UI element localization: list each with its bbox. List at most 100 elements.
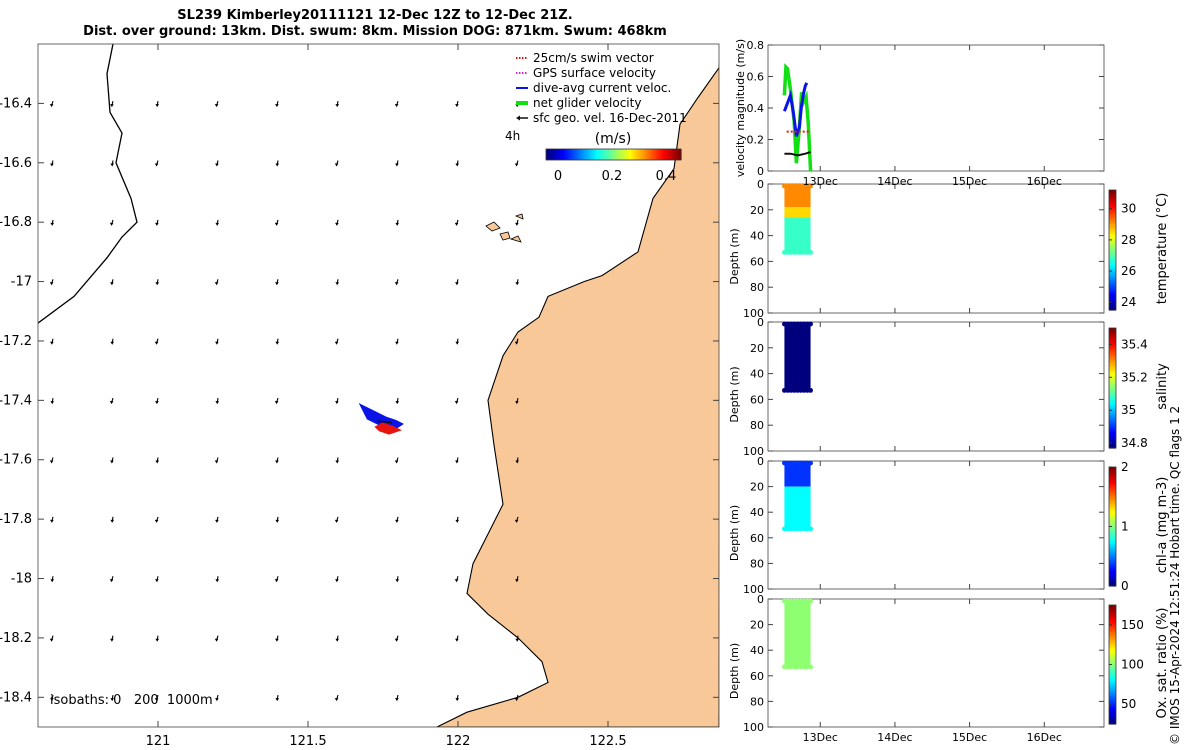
colorbar-cell	[1109, 254, 1116, 258]
current-arrow-head	[334, 519, 339, 523]
depth-y-tick-label: 80	[750, 281, 764, 294]
current-arrow-head	[335, 104, 339, 108]
colorbar-cell	[1109, 545, 1116, 549]
current-arrow-head	[455, 282, 459, 286]
colorbar-cell	[1109, 714, 1116, 718]
current-arrow-head	[110, 519, 114, 523]
map-colorbar-cell	[663, 149, 666, 160]
colorbar-cell	[1109, 373, 1116, 377]
velocity-y-tick-label: 0.2	[747, 134, 765, 147]
colorbar-label: temperature (°C)	[1155, 193, 1170, 305]
current-arrow-head	[515, 579, 519, 583]
current-arrow-head	[214, 638, 219, 642]
colorbar-cell	[1109, 638, 1116, 642]
map-colorbar-cell	[633, 149, 637, 160]
colorbar-cell	[1109, 366, 1116, 370]
colorbar-cell	[1109, 650, 1116, 654]
map-colorbar-cell	[647, 149, 651, 160]
map-colorbar-cell	[645, 149, 648, 160]
depth-y-tick-label: 20	[750, 481, 764, 494]
colorbar-cell	[1109, 259, 1116, 263]
colorbar-cell	[1109, 626, 1116, 630]
map-colorbar-cell	[559, 149, 563, 160]
colorbar-cell	[1109, 690, 1116, 694]
current-arrow-head	[154, 341, 159, 345]
map-x-tick-label: 121	[146, 734, 171, 749]
colorbar-cell	[1109, 678, 1116, 682]
profile-dot	[808, 460, 813, 466]
colorbar-tick-label: 1	[1121, 520, 1129, 534]
velocity-x-tick-label: 13Dec	[803, 175, 838, 188]
profile-dot	[808, 387, 813, 393]
colorbar-cell	[1109, 681, 1116, 685]
map-colorbar-cell	[548, 149, 552, 160]
colorbar-cell	[1109, 512, 1116, 516]
current-arrow-head	[335, 579, 339, 583]
current-arrow-head	[215, 401, 219, 405]
colorbar-cell	[1109, 721, 1116, 725]
map-y-tick-label: -17.4	[0, 393, 32, 408]
current-arrow-head	[155, 282, 159, 286]
colorbar-cell	[1109, 536, 1116, 539]
current-arrow-head	[335, 401, 339, 405]
map-colorbar-cell	[669, 149, 673, 160]
current-arrow-head	[394, 638, 399, 642]
map-colorbar-cell	[615, 149, 619, 160]
current-arrow-head	[110, 163, 114, 167]
colorbar-cell	[1109, 643, 1116, 647]
colorbar-cell	[1109, 669, 1116, 673]
map-x-tick-label: 121.5	[289, 734, 326, 749]
colorbar-cell	[1109, 483, 1116, 487]
colorbar-cell	[1109, 250, 1116, 253]
depth-y-tick-label: 60	[750, 532, 764, 545]
colorbar-cell	[1109, 204, 1116, 208]
colorbar-cell	[1109, 332, 1116, 336]
colorbar-cell	[1109, 614, 1116, 618]
depth-panel-frame	[767, 183, 1105, 314]
colorbar-label: Ox. sat. ratio (%)	[1155, 608, 1170, 719]
colorbar-cell	[1109, 488, 1116, 492]
current-arrow-head	[395, 341, 399, 345]
map-colorbar-cell	[593, 149, 597, 160]
colorbar-cell	[1109, 716, 1116, 720]
time-x-tick-label: 15Dec	[952, 731, 987, 744]
colorbar-cell	[1109, 211, 1116, 215]
colorbar-cell	[1109, 257, 1116, 261]
colorbar-cell	[1109, 416, 1116, 420]
figure-title: SL239 Kimberley20111121 12-Dec 12Z to 12…	[30, 8, 720, 40]
current-arrow-head	[335, 638, 339, 642]
profile-dot	[808, 249, 813, 255]
colorbar-cell	[1109, 202, 1116, 205]
velocity-y-tick-label: 0.4	[747, 102, 765, 115]
colorbar-cell	[1109, 383, 1116, 387]
colorbar-cell	[1109, 218, 1116, 222]
colorbar-cell	[1109, 474, 1116, 478]
colorbar-cell	[1109, 693, 1116, 697]
map-colorbar-cell	[550, 149, 554, 160]
current-arrow-head	[455, 460, 459, 464]
velocity-y-tick-label: 0.8	[747, 39, 765, 52]
current-arrow-head	[514, 341, 519, 345]
colorbar-cell	[1109, 424, 1116, 427]
current-arrow-head	[275, 341, 279, 345]
map-colorbar-cell	[672, 149, 675, 160]
current-arrow-head	[334, 698, 339, 702]
colorbar-cell	[1109, 702, 1116, 706]
current-arrow-head	[50, 341, 54, 345]
current-arrow-head	[455, 519, 459, 523]
map-colorbar-cell	[557, 149, 561, 160]
map-x-tick-label: 122.5	[589, 734, 626, 749]
colorbar-cell	[1109, 286, 1116, 289]
current-arrow-head	[335, 460, 339, 464]
depth-panel-frame	[767, 460, 1105, 590]
colorbar-cell	[1109, 412, 1116, 415]
colorbar-cell	[1109, 230, 1116, 234]
colorbar-cell	[1109, 471, 1116, 475]
colorbar-cell	[1109, 390, 1116, 394]
colorbar-cell	[1109, 426, 1116, 430]
velocity-y-tick-label: 0	[757, 165, 764, 178]
colorbar-cell	[1109, 380, 1116, 384]
colorbar-cell	[1109, 436, 1116, 439]
current-arrow-head	[215, 698, 219, 702]
colorbar-cell	[1109, 574, 1116, 578]
